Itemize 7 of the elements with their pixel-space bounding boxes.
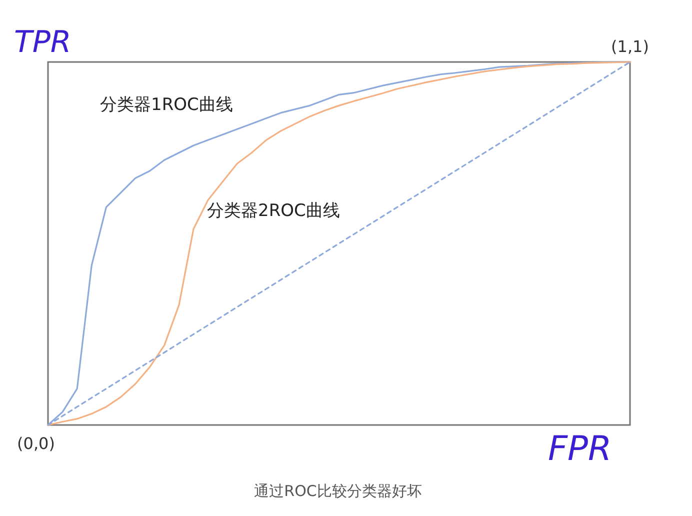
series-label: 分类器2ROC曲线: [207, 201, 340, 221]
series-label: 分类器1ROC曲线: [100, 95, 233, 115]
text: 通过ROC比较分类器好坏: [254, 482, 422, 500]
y-axis-title: TPR: [14, 25, 72, 60]
text: (1,1): [611, 37, 649, 56]
text: (0,0): [17, 434, 55, 453]
x-axis-title: FPR: [548, 429, 612, 469]
